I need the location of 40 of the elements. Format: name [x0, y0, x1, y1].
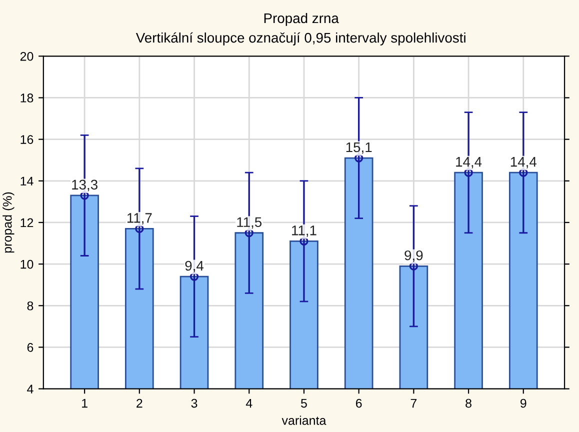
x-tick-label: 9 [520, 398, 526, 408]
x-tick-label: 8 [466, 398, 472, 408]
y-tick-label: 16 [20, 135, 34, 144]
chart-title: Propad zrna [264, 12, 339, 26]
x-axis-title: varianta [282, 416, 326, 425]
y-tick-label: 18 [20, 94, 34, 102]
y-tick-label: 4 [27, 384, 34, 394]
point [464, 168, 473, 177]
x-tick-label: 4 [246, 398, 252, 408]
point [80, 191, 89, 200]
data-label: 11,1 [292, 226, 316, 237]
data-label: 9,4 [185, 260, 204, 272]
data-label: 15,1 [346, 142, 372, 154]
x-tick-label: 6 [356, 398, 362, 408]
chart-subtitle: Vertikální sloupce označují 0,95 intervaly spolehlivosti [136, 32, 466, 46]
x-tick-label: 1 [82, 398, 88, 408]
data-label: 14,4 [456, 157, 482, 168]
x-tick-label: 3 [191, 398, 198, 408]
point [354, 154, 364, 162]
x-tick-label: 5 [301, 398, 307, 408]
y-tick-label: 10 [20, 260, 34, 269]
y-tick-label: 8 [27, 301, 34, 310]
point [300, 236, 308, 246]
data-label: 11,5 [237, 217, 262, 229]
point [135, 224, 144, 234]
data-label: 14,4 [510, 157, 536, 168]
point [519, 168, 528, 177]
data-label: 13,3 [72, 180, 98, 192]
y-tick-label: 6 [27, 343, 34, 352]
y-tick-label: 14 [20, 176, 34, 186]
point [244, 228, 254, 238]
point [190, 272, 199, 281]
data-label: 11,7 [127, 213, 152, 224]
y-tick-label: 12 [20, 218, 34, 228]
data-label: 9,9 [404, 250, 423, 262]
x-tick-label: 7 [410, 398, 417, 408]
y-tick-label: 20 [20, 52, 34, 61]
point [409, 262, 418, 270]
y-axis-title: propad (%) [2, 192, 14, 253]
x-tick-label: 2 [136, 398, 142, 408]
